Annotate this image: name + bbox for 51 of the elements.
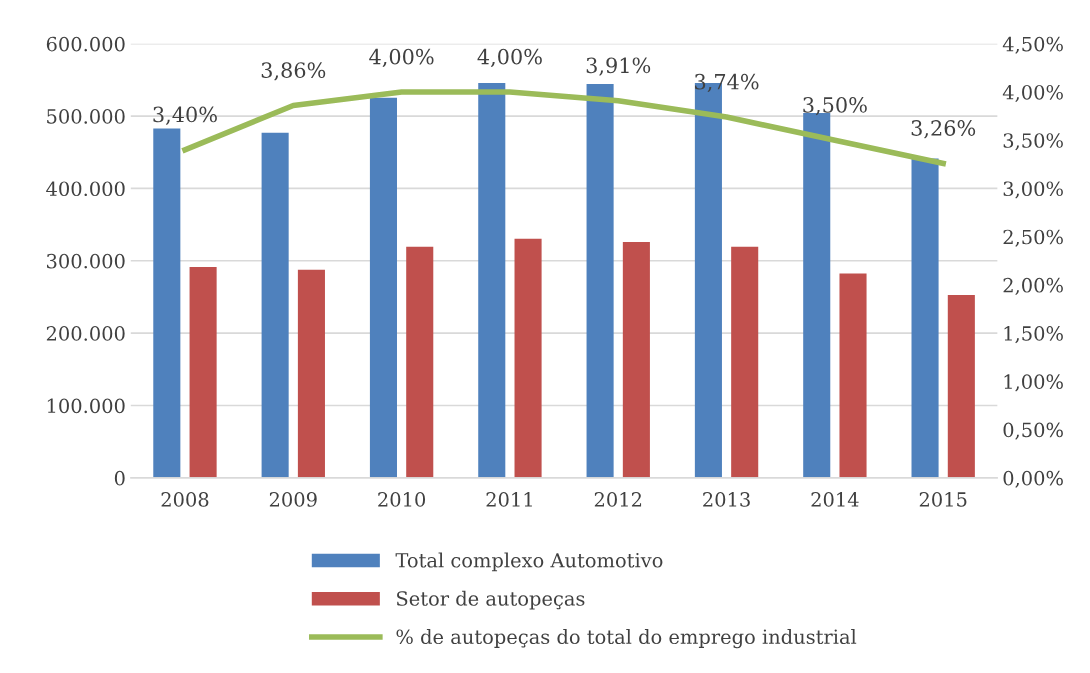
data-label: 3,74% — [695, 73, 759, 93]
bar — [911, 158, 939, 478]
y-tick-label: 200.000 — [46, 326, 125, 341]
y2-tick-label: 1,50% — [1004, 326, 1063, 344]
bar — [478, 83, 506, 478]
x-tick-label: 2015 — [919, 492, 967, 507]
y2-tick-label: 4,00% — [1002, 84, 1063, 103]
x-tick-label: 2010 — [378, 492, 426, 507]
y-tick-label: 100.000 — [47, 398, 125, 414]
y-tick-label: 400.000 — [46, 181, 125, 197]
y2-tick-label: 2,50% — [1003, 229, 1063, 247]
legend-label: Total complexo Automotivo — [395, 552, 663, 572]
data-label: 3,40% — [153, 106, 217, 125]
bar — [947, 295, 975, 478]
bar — [153, 128, 181, 478]
bar — [586, 84, 614, 478]
data-label: 3,86% — [261, 62, 326, 81]
y2-tick-label: 0,50% — [1003, 422, 1063, 440]
bar — [261, 132, 289, 478]
y2-tick-label: 4,50% — [1002, 36, 1063, 54]
bar — [803, 113, 831, 478]
bar — [369, 97, 397, 478]
x-tick-label: 2008 — [161, 492, 209, 507]
y2-tick-label: 3,00% — [1003, 181, 1063, 199]
data-label: 3,26% — [911, 120, 976, 139]
y-tick-label: 600.000 — [46, 36, 125, 52]
y-tick-label: 300.000 — [47, 253, 125, 269]
x-tick-label: 2013 — [703, 492, 750, 507]
legend-label: % de autopeças do total do emprego industrial — [396, 629, 857, 649]
x-tick-label: 2009 — [269, 492, 317, 507]
bar — [514, 238, 542, 478]
bar — [406, 246, 434, 478]
bar — [839, 273, 867, 478]
bar — [622, 241, 650, 478]
data-label: 4,00% — [477, 48, 542, 68]
x-tick-label: 2011 — [486, 492, 532, 507]
y2-tick-label: 0,00% — [1003, 470, 1063, 488]
y2-tick-label: 3,50% — [1003, 133, 1063, 151]
data-label: 4,00% — [369, 48, 434, 68]
data-label: 3,91% — [586, 57, 651, 76]
bar — [297, 269, 325, 478]
bar — [189, 267, 217, 478]
x-tick-label: 2012 — [594, 492, 642, 507]
data-label: 3,50% — [803, 96, 867, 116]
y-tick-label: 0 — [114, 470, 125, 486]
y-tick-label: 500.000 — [47, 109, 125, 124]
x-tick-label: 2014 — [811, 492, 859, 507]
y2-tick-label: 1,00% — [1004, 374, 1063, 392]
bar — [731, 246, 759, 478]
legend-label: Setor de autopeças — [397, 590, 585, 610]
y2-tick-label: 2,00% — [1003, 277, 1063, 295]
